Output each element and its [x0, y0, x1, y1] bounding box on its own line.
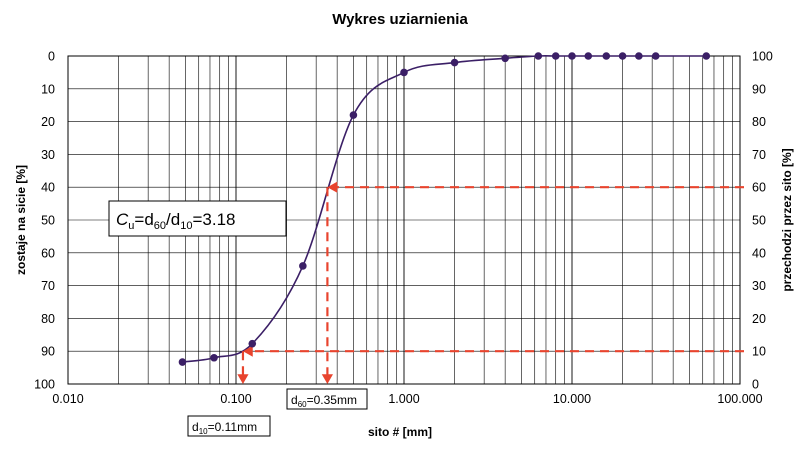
data-point — [635, 52, 643, 60]
data-point — [568, 52, 576, 60]
tick-labels: 0.010 0.100 1.000 10.000 100.000010203040506… — [34, 50, 773, 407]
y-right-tick-label: 40 — [752, 246, 766, 260]
d60-label: d60=0.35mm — [286, 388, 368, 410]
data-point — [702, 52, 711, 60]
y-right-tick-label: 70 — [752, 148, 766, 162]
d10-vertical-arrowhead — [237, 374, 249, 384]
y-left-tick-label: 20 — [41, 115, 55, 129]
y-left-tick-label: 70 — [41, 279, 55, 293]
y-right-tick-label: 90 — [752, 82, 766, 96]
y-right-tick-label: 80 — [752, 115, 766, 129]
d10-label-text: d10=0.11mm — [192, 420, 257, 436]
y-right-tick-label: 30 — [752, 279, 766, 293]
data-point — [651, 52, 660, 60]
y-axis-left-title: zostaje na sicie [%] — [14, 165, 28, 275]
d10-label-box — [187, 415, 271, 437]
y-right-tick-label: 10 — [752, 345, 766, 359]
plot-area-frame — [67, 55, 741, 385]
y-left-tick-label: 60 — [41, 246, 55, 260]
data-point — [349, 111, 358, 119]
cu-annotation-box — [108, 200, 287, 237]
chart-title: Wykres uziarnienia — [332, 11, 468, 28]
y-left-tick-label: 80 — [41, 312, 55, 326]
data-point — [178, 358, 187, 366]
data-point — [618, 52, 627, 60]
cu-annotation: Cu=d60/d10=3.18 — [108, 200, 287, 237]
y-left-tick-label: 10 — [41, 82, 55, 96]
chart-marks — [178, 52, 744, 384]
data-point — [584, 52, 593, 60]
y-left-tick-label: 50 — [41, 214, 55, 228]
y-left-tick-label: 30 — [41, 148, 55, 162]
d60-horizontal-arrowhead — [327, 181, 338, 193]
d10-horizontal-arrowhead — [242, 345, 253, 357]
x-tick-label: 1.000 — [388, 392, 419, 406]
y-right-tick-label: 50 — [752, 214, 766, 228]
y-axis-right-title: przechodzi przez sito [%] — [780, 148, 794, 291]
data-point — [210, 353, 218, 362]
grid — [67, 56, 740, 384]
y-right-tick-label: 20 — [752, 312, 766, 326]
y-right-tick-label: 100 — [752, 50, 773, 64]
y-left-tick-label: 90 — [41, 345, 55, 359]
data-point — [501, 54, 509, 63]
data-point — [534, 52, 543, 60]
y-right-tick-label: 60 — [752, 181, 766, 195]
y-left-tick-label: 100 — [34, 378, 55, 392]
x-axis-title: sito # [mm] — [368, 425, 432, 439]
data-point — [450, 58, 459, 67]
x-tick-label: 10.000 — [553, 392, 591, 406]
d60-label-text: d60=0.35mm — [291, 393, 357, 409]
x-tick-label: 100.000 — [717, 392, 762, 406]
data-point — [299, 262, 307, 270]
data-point — [248, 339, 257, 348]
y-left-tick-label: 0 — [48, 50, 55, 64]
x-tick-label: 0.100 — [220, 392, 251, 406]
y-right-tick-label: 0 — [752, 378, 759, 392]
cu-annotation-text: Cu=d60/d10=3.18 — [116, 210, 236, 232]
d60-label-box — [286, 388, 368, 410]
data-point — [551, 52, 560, 60]
x-tick-label: 0.010 — [52, 392, 83, 406]
data-point — [400, 68, 408, 77]
d10-label: d10=0.11mm — [187, 415, 271, 437]
y-left-tick-label: 40 — [41, 181, 55, 195]
data-point — [602, 52, 611, 60]
d60-vertical-arrowhead — [321, 374, 334, 384]
